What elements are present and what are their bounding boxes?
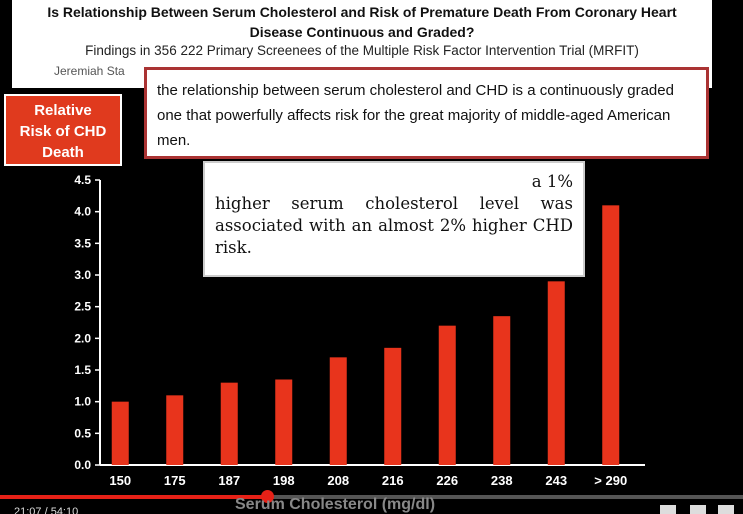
y-tick-label: 2.5 xyxy=(74,300,91,314)
y-tick-label: 3.5 xyxy=(74,236,91,250)
y-tick-label: 4.0 xyxy=(74,205,91,219)
video-timecode: 21:07 / 54:10 xyxy=(14,506,79,514)
bar-4 xyxy=(275,379,293,465)
x-tick-label: 187 xyxy=(218,473,240,488)
quote-box-conclusion: the relationship between serum cholester… xyxy=(144,67,709,159)
bar-5 xyxy=(329,357,347,465)
bar-10 xyxy=(602,205,620,466)
y-tick-label: 3.0 xyxy=(74,268,91,282)
x-tick-label: 150 xyxy=(109,473,131,488)
x-tick-label: 216 xyxy=(382,473,404,488)
y-tick-label: 0.0 xyxy=(74,458,91,472)
x-tick-label: 198 xyxy=(273,473,295,488)
y-axis-label-line-2: Risk of CHD xyxy=(19,123,107,140)
slide-title: Is Relationship Between Serum Cholestero… xyxy=(12,2,712,42)
bar-7 xyxy=(438,325,456,465)
bar-9 xyxy=(547,281,565,465)
bar-6 xyxy=(384,347,402,465)
video-scrubber-handle[interactable] xyxy=(261,490,275,503)
y-tick-label: 2.0 xyxy=(74,331,91,345)
y-axis-label-line-3: Death xyxy=(42,144,84,161)
bar-3 xyxy=(220,382,238,465)
x-tick-label: > 290 xyxy=(594,473,627,488)
y-axis-label-box: Relative Risk of CHD Death xyxy=(4,94,122,166)
title-line-1: Is Relationship Between Serum Cholestero… xyxy=(47,4,677,20)
y-tick-label: 0.5 xyxy=(74,426,91,440)
video-progress-bar[interactable] xyxy=(0,490,743,503)
y-tick-label: 1.5 xyxy=(74,363,91,377)
quote-box-finding: a 1% higher serum cholesterol level was … xyxy=(203,161,585,277)
quote-finding-text: higher serum cholesterol level was assoc… xyxy=(215,194,573,257)
bar-8 xyxy=(493,316,511,465)
y-axis-label-line-1: Relative xyxy=(34,102,92,119)
x-tick-label: 226 xyxy=(436,473,458,488)
fullscreen-icon[interactable] xyxy=(718,505,734,514)
quote-finding-line-1: a 1% xyxy=(531,172,573,191)
x-axis-title: Serum Cholesterol (mg/dl) xyxy=(235,496,436,513)
video-progress-fill xyxy=(0,495,268,499)
y-tick-label: 1.0 xyxy=(74,395,91,409)
x-tick-label: 243 xyxy=(545,473,567,488)
quote-conclusion-text: the relationship between serum cholester… xyxy=(157,82,674,149)
bar-1 xyxy=(111,401,129,465)
x-tick-label: 208 xyxy=(327,473,349,488)
title-line-2: Disease Continuous and Graded? xyxy=(249,24,475,40)
x-tick-label: 238 xyxy=(491,473,513,488)
slide-subtitle: Findings in 356 222 Primary Screenees of… xyxy=(85,43,639,58)
x-tick-label: 175 xyxy=(164,473,186,488)
y-tick-label: 4.5 xyxy=(74,173,91,187)
subtitles-icon[interactable] xyxy=(660,505,676,514)
bar-2 xyxy=(166,395,184,465)
author-line: Jeremiah Sta xyxy=(54,64,125,78)
settings-icon[interactable] xyxy=(690,505,706,514)
